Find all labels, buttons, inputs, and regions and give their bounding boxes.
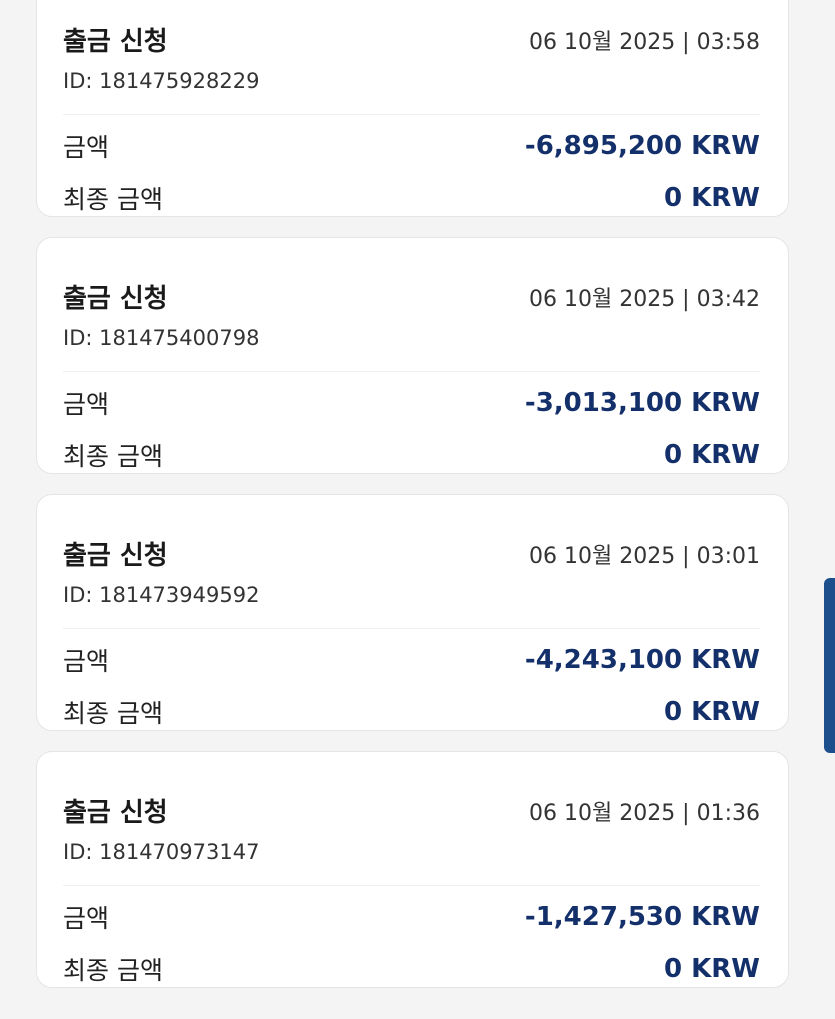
amount-label: 금액 [63,647,110,676]
transaction-date: 06 10월 2025 | 03:42 [528,286,760,312]
divider [63,628,760,629]
transaction-title: 출금 신청 [63,541,168,571]
transaction-date: 06 10월 2025 | 03:58 [528,29,760,55]
final-amount-value: 0 KRW [664,440,760,470]
transaction-card[interactable]: 출금 신청 06 10월 2025 | 01:36 ID: 18147097314… [36,751,789,988]
final-amount-label: 최종 금액 [63,185,163,214]
transaction-card[interactable]: 출금 신청 06 10월 2025 | 03:42 ID: 18147540079… [36,237,789,474]
final-amount-label: 최종 금액 [63,956,163,985]
scrollbar[interactable] [824,578,835,753]
amount-value: -1,427,530 KRW [524,902,760,932]
transaction-title: 출금 신청 [63,27,168,57]
transaction-date: 06 10월 2025 | 01:36 [528,800,760,826]
amount-value: -3,013,100 KRW [524,388,760,418]
amount-value: -6,895,200 KRW [524,131,760,161]
transaction-date: 06 10월 2025 | 03:01 [528,543,760,569]
transaction-title: 출금 신청 [63,798,168,828]
amount-label: 금액 [63,390,110,419]
amount-label: 금액 [63,133,110,162]
divider [63,371,760,372]
amount-value: -4,243,100 KRW [524,645,760,675]
divider [63,114,760,115]
transaction-id: ID: 181470973147 [63,840,260,864]
transaction-id: ID: 181475928229 [63,69,260,93]
transaction-id: ID: 181475400798 [63,326,260,350]
final-amount-label: 최종 금액 [63,699,163,728]
transaction-id: ID: 181473949592 [63,583,260,607]
final-amount-label: 최종 금액 [63,442,163,471]
amount-label: 금액 [63,904,110,933]
divider [63,885,760,886]
final-amount-value: 0 KRW [664,697,760,727]
transaction-card[interactable]: 출금 신청 06 10월 2025 | 03:58 ID: 18147592822… [36,0,789,217]
transaction-title: 출금 신청 [63,284,168,314]
transaction-list: 출금 신청 06 10월 2025 | 03:58 ID: 18147592822… [36,0,789,1008]
transaction-card[interactable]: 출금 신청 06 10월 2025 | 03:01 ID: 18147394959… [36,494,789,731]
final-amount-value: 0 KRW [664,183,760,213]
final-amount-value: 0 KRW [664,954,760,984]
